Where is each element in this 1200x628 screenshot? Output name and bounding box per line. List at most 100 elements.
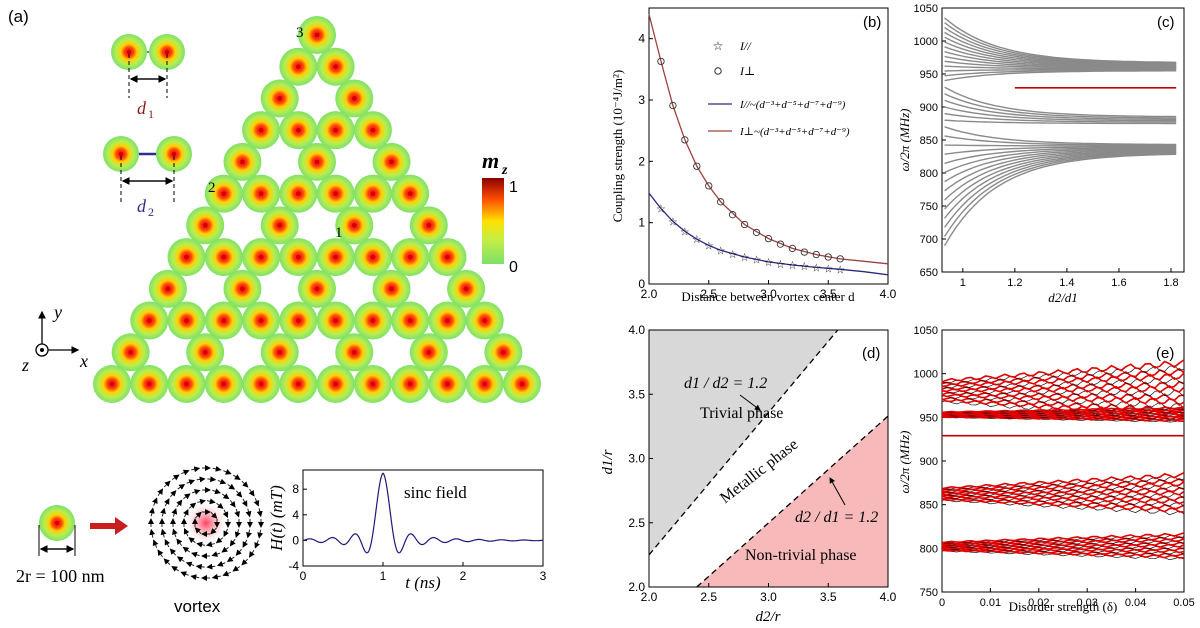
vortex-arrow xyxy=(211,551,221,557)
vortex-arrow xyxy=(221,493,230,500)
x-tick-label: 1.2 xyxy=(1007,277,1022,289)
x-tick-label: 2 xyxy=(460,569,467,583)
vortex-arrow xyxy=(157,488,164,497)
bulk-mode-line xyxy=(944,149,1177,201)
d2-label: d xyxy=(137,196,147,216)
lattice-disks xyxy=(93,16,541,403)
vortex-arrow xyxy=(235,490,243,498)
vortex-core xyxy=(221,381,227,387)
vortex-arrow xyxy=(195,563,205,570)
vortex-core xyxy=(333,254,339,260)
vortex-arrow xyxy=(232,565,241,572)
inset-frame xyxy=(302,469,544,567)
vortex-core xyxy=(295,191,301,197)
disorder-mode-line xyxy=(941,484,1185,493)
vortex-arrow xyxy=(152,497,158,506)
bulk-mode-line xyxy=(944,69,1177,77)
vortex-core xyxy=(482,318,488,323)
vortex-arrow xyxy=(152,539,159,548)
x-tick-label: 2.5 xyxy=(700,287,717,301)
x-tick-label: 0.02 xyxy=(1028,597,1049,609)
d1-label: d xyxy=(137,98,147,118)
x-tick-label: 1.8 xyxy=(1163,277,1178,289)
x-tick-label: 0 xyxy=(939,597,945,609)
vortex-core xyxy=(202,222,208,228)
y-tick-label: 2.0 xyxy=(628,580,645,594)
vortex-core xyxy=(333,127,339,133)
y-tick-label: 750 xyxy=(920,201,938,213)
x-tick-label: 2.5 xyxy=(700,590,717,604)
par-marker: ☆ xyxy=(704,240,714,252)
vortex-arrow xyxy=(212,465,222,472)
vortex-core xyxy=(128,349,134,355)
vortex-arrow xyxy=(223,528,229,538)
d1-sub: 1 xyxy=(148,107,154,121)
perp-marker xyxy=(776,240,785,248)
vortex-arrow xyxy=(241,480,249,488)
vortex-core xyxy=(314,159,320,165)
vortex-arrow xyxy=(169,548,177,556)
y-tick-label: 0 xyxy=(292,533,299,547)
panel-d-label: (d) xyxy=(862,345,880,362)
perp-marker xyxy=(729,211,737,219)
vortex-arrow xyxy=(148,507,155,517)
par-marker: ☆ xyxy=(823,264,833,276)
bulk-mode-line xyxy=(944,147,1177,174)
vortex-core xyxy=(295,254,301,260)
vortex-arrow xyxy=(235,548,242,556)
vortex-core xyxy=(221,318,227,323)
colorbar: m z 1 0 xyxy=(482,148,518,276)
vortex-core xyxy=(500,349,506,355)
vortex-core xyxy=(407,191,413,197)
y-tick-label: 800 xyxy=(920,543,938,555)
panel-b-xlabel: Distance between vortex center d xyxy=(681,289,855,304)
boundary-pointer-1 xyxy=(739,394,761,411)
vortex-arrow xyxy=(185,561,195,568)
x-tick-label: 3.0 xyxy=(760,287,777,301)
vortex-arrow xyxy=(163,558,171,566)
vortex-core xyxy=(333,191,339,197)
vortex-core xyxy=(184,254,189,260)
vortex-arrow xyxy=(221,546,229,553)
disorder-mode-line xyxy=(941,532,1185,544)
vortex-core xyxy=(277,349,283,355)
trivial-label: Trivial phase xyxy=(700,405,783,422)
vortex-arrow xyxy=(222,570,231,577)
vortex-core xyxy=(314,286,320,292)
legend-perp-text: I⊥ xyxy=(739,64,755,78)
vortex-arrow xyxy=(212,488,221,495)
vortex-arrow xyxy=(180,571,189,577)
y-tick-label: 800 xyxy=(920,168,938,180)
vortex-arrow xyxy=(217,478,227,485)
vortex-core xyxy=(258,127,264,133)
vortex-core xyxy=(407,381,413,387)
vortex-core xyxy=(202,349,208,355)
x-tick-label: 1 xyxy=(380,569,387,583)
vortex-core xyxy=(277,96,283,101)
perp-marker xyxy=(693,162,701,170)
vortex-arrow xyxy=(195,511,202,519)
bulk-mode-line xyxy=(944,149,1177,192)
vortex-arrow xyxy=(256,508,263,518)
bulk-mode-line xyxy=(944,99,1177,120)
x-tick-label: 0.03 xyxy=(1076,597,1097,609)
bulk-mode-line xyxy=(944,135,1177,146)
perp-marker xyxy=(740,220,749,229)
disorder-mode-line xyxy=(941,494,1185,502)
legend-par-marker: ☆ xyxy=(713,39,724,53)
x-tick-label: 0.04 xyxy=(1125,597,1146,609)
panel-c-ylabel: ω/2π (MHz) xyxy=(897,109,912,172)
x-tick-label: 4.0 xyxy=(880,590,897,604)
vortex-arrow xyxy=(183,493,191,500)
vortex-arrow xyxy=(229,500,236,508)
vortex-arrow xyxy=(176,538,183,546)
par-marker: ☆ xyxy=(787,260,797,272)
bulk-mode-line xyxy=(944,119,1177,125)
panel-b-label: (b) xyxy=(863,14,881,31)
y-tick-label: 0 xyxy=(638,277,645,291)
bulk-mode-line xyxy=(944,93,1177,119)
y-tick-label: 850 xyxy=(920,135,938,147)
legend-par-text: I// xyxy=(739,39,752,53)
y-tick-label: 900 xyxy=(920,456,938,468)
vortex-arrow xyxy=(191,466,201,473)
